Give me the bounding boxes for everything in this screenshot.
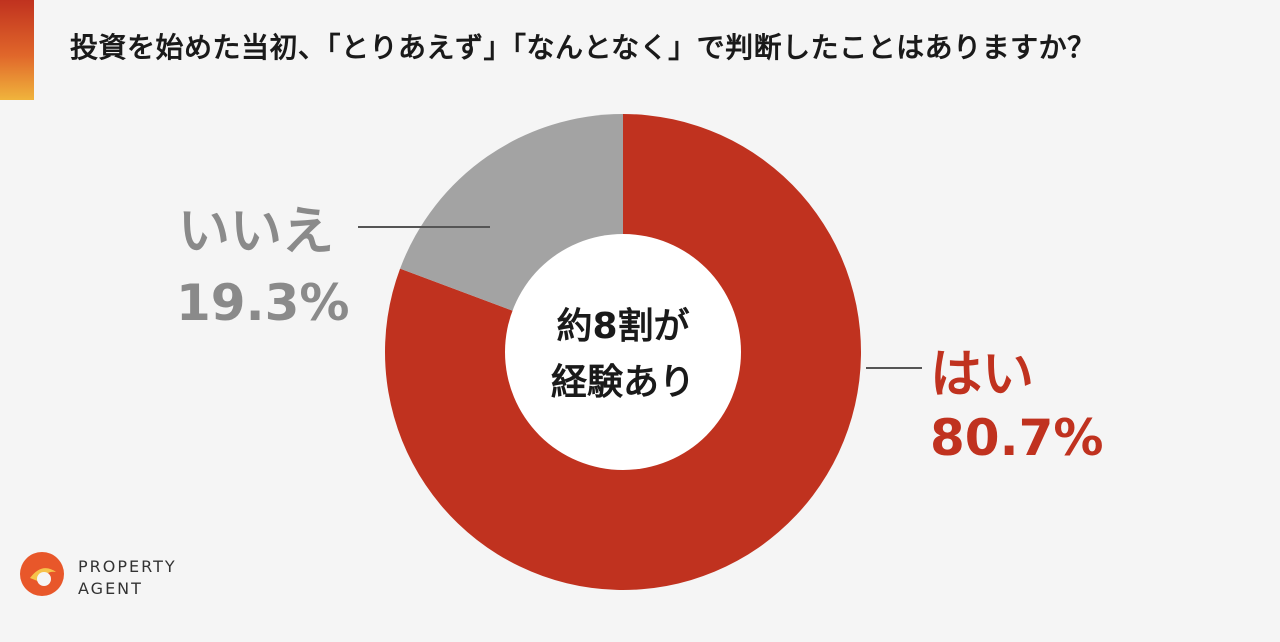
center-label-line-2: 経験あり	[551, 362, 695, 403]
center-label-line-1: 約8割が	[556, 306, 689, 347]
slice-label-yes: はい	[930, 345, 1034, 405]
logo-line-1: PROPERTY	[78, 557, 177, 576]
accent-bar	[0, 0, 34, 100]
slice-value-no: 19.3%	[176, 274, 349, 332]
donut-hole	[505, 234, 741, 470]
slice-value-yes: 80.7%	[930, 409, 1103, 467]
logo-text: PROPERTY AGENT	[78, 556, 177, 600]
slice-label-no: いいえ	[178, 202, 334, 262]
logo-mark	[20, 552, 64, 596]
logo-line-2: AGENT	[78, 579, 143, 598]
chart-title: 投資を始めた当初、「とりあえず」「なんとなく」で判断したことはありますか？	[70, 31, 1096, 64]
